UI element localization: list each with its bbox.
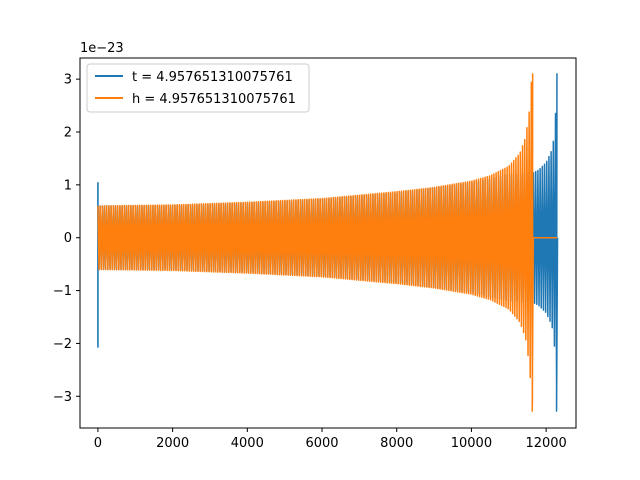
legend-label-h: h = 4.957651310075761 [132, 92, 296, 107]
y-tick-label: 0 [64, 231, 72, 246]
y-tick-label: 3 [64, 73, 72, 88]
x-tick-label: 12000 [525, 436, 566, 451]
y-tick-label: −2 [53, 337, 72, 352]
x-axis: 0 2000 4000 6000 8000 10000 12000 [94, 428, 567, 451]
legend-box [86, 63, 310, 113]
legend: t = 4.957651310075761 h = 4.957651310075… [86, 63, 310, 113]
y-tick-label: −1 [53, 284, 72, 299]
y-tick-label: 2 [64, 126, 72, 141]
x-tick-label: 4000 [231, 436, 264, 451]
legend-label-t: t = 4.957651310075761 [132, 70, 293, 85]
x-tick-label: 2000 [156, 436, 189, 451]
x-tick-label: 8000 [380, 436, 413, 451]
y-tick-label: 1 [64, 178, 72, 193]
x-tick-label: 10000 [451, 436, 492, 451]
series-h [97, 73, 557, 412]
y-axis: −3 −2 −1 0 1 2 3 [53, 73, 80, 405]
axes-frame [79, 57, 577, 429]
x-tick-label: 0 [94, 436, 102, 451]
series-line-h [97, 73, 535, 412]
y-offset-text: 1e−23 [80, 41, 124, 56]
plot-area [97, 73, 559, 412]
y-tick-label: −3 [53, 390, 72, 405]
x-tick-label: 6000 [305, 436, 338, 451]
